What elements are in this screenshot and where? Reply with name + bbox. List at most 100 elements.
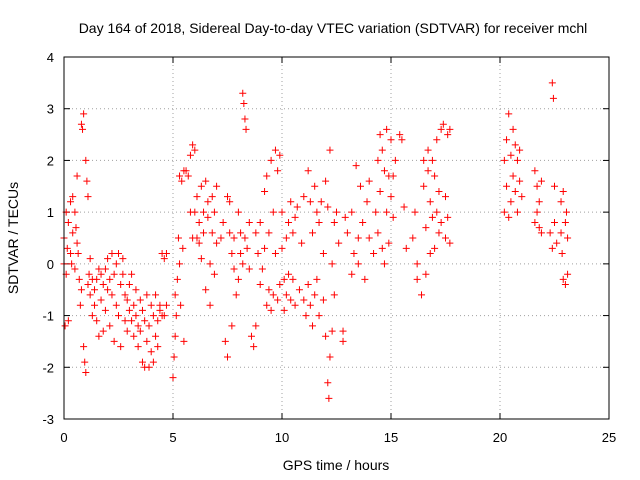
data-point bbox=[123, 327, 131, 335]
data-point bbox=[130, 332, 138, 340]
data-point bbox=[507, 198, 515, 206]
data-point bbox=[189, 141, 197, 149]
data-point bbox=[319, 296, 327, 304]
data-point bbox=[328, 260, 336, 268]
data-point bbox=[348, 270, 356, 278]
data-point bbox=[289, 275, 297, 283]
data-point bbox=[245, 218, 253, 226]
data-point bbox=[226, 229, 234, 237]
data-point bbox=[365, 234, 373, 242]
data-point bbox=[422, 224, 430, 232]
data-point bbox=[121, 291, 129, 299]
data-point bbox=[435, 229, 443, 237]
data-point bbox=[282, 291, 290, 299]
data-point bbox=[537, 177, 545, 185]
data-point bbox=[518, 193, 526, 201]
data-point bbox=[274, 167, 282, 175]
data-point bbox=[291, 213, 299, 221]
data-point bbox=[328, 327, 336, 335]
data-point bbox=[252, 229, 260, 237]
data-point bbox=[559, 275, 567, 283]
data-point bbox=[271, 250, 279, 258]
y-tick-label: -1 bbox=[42, 309, 54, 324]
data-point bbox=[73, 239, 81, 247]
data-point bbox=[507, 151, 515, 159]
data-point bbox=[559, 187, 567, 195]
data-point bbox=[82, 156, 90, 164]
data-point bbox=[413, 275, 421, 283]
data-point bbox=[128, 270, 136, 278]
data-point bbox=[300, 296, 308, 304]
data-point bbox=[85, 270, 93, 278]
data-point bbox=[306, 301, 314, 309]
y-tick-label: -3 bbox=[42, 412, 54, 427]
data-point bbox=[174, 234, 182, 242]
data-point bbox=[557, 229, 565, 237]
data-point bbox=[333, 208, 340, 216]
data-point bbox=[69, 193, 77, 201]
data-point bbox=[128, 317, 136, 325]
data-point bbox=[147, 348, 155, 356]
data-point bbox=[537, 229, 545, 237]
data-point bbox=[132, 286, 140, 294]
data-point bbox=[234, 275, 242, 283]
data-point bbox=[143, 337, 151, 345]
data-point bbox=[156, 306, 164, 314]
data-point bbox=[169, 374, 177, 382]
chart-title: Day 164 of 2018, Sidereal Day-to-day VTE… bbox=[79, 20, 588, 36]
data-point bbox=[149, 358, 157, 366]
data-point bbox=[213, 239, 221, 247]
data-point bbox=[93, 275, 101, 283]
x-tick-label: 5 bbox=[169, 430, 176, 445]
data-point bbox=[162, 301, 170, 309]
data-point bbox=[112, 260, 120, 268]
data-point bbox=[289, 229, 297, 237]
data-point bbox=[83, 177, 91, 185]
data-point bbox=[387, 136, 395, 144]
data-point bbox=[561, 281, 569, 289]
data-point bbox=[553, 239, 561, 247]
data-point bbox=[516, 146, 524, 154]
data-point bbox=[232, 291, 240, 299]
data-point bbox=[95, 265, 103, 273]
data-point bbox=[505, 213, 513, 221]
data-point bbox=[422, 270, 430, 278]
data-point bbox=[138, 306, 146, 314]
data-point bbox=[95, 332, 103, 340]
data-point bbox=[245, 265, 253, 273]
data-point bbox=[265, 229, 273, 237]
data-point bbox=[322, 332, 330, 340]
data-point bbox=[154, 343, 162, 351]
data-point bbox=[224, 353, 231, 361]
data-point bbox=[325, 394, 333, 402]
data-point bbox=[311, 182, 319, 190]
y-axis-label: SDTVAR / TECUs bbox=[5, 182, 21, 294]
data-point bbox=[444, 213, 452, 221]
data-point bbox=[324, 379, 332, 387]
data-point bbox=[134, 322, 142, 330]
data-point bbox=[558, 250, 566, 258]
data-point bbox=[551, 182, 558, 190]
data-point bbox=[170, 353, 178, 361]
data-point bbox=[108, 250, 116, 258]
data-point bbox=[511, 187, 519, 195]
data-point bbox=[533, 208, 541, 216]
data-point bbox=[276, 151, 284, 159]
data-point bbox=[104, 255, 112, 263]
data-point bbox=[282, 234, 290, 242]
grid-lines bbox=[64, 57, 609, 419]
data-point bbox=[200, 229, 208, 237]
data-point bbox=[564, 270, 572, 278]
axis-ticks: -3 -2 -1 0 1 2 3 4 0 5 10 15 20 25 bbox=[42, 50, 616, 445]
data-point bbox=[513, 156, 521, 164]
data-point bbox=[385, 239, 393, 247]
data-point bbox=[354, 260, 362, 268]
data-point bbox=[293, 203, 301, 211]
data-point bbox=[503, 136, 511, 144]
data-point bbox=[88, 312, 96, 320]
data-point bbox=[263, 301, 271, 309]
data-point bbox=[176, 260, 184, 268]
data-point bbox=[326, 353, 334, 361]
data-point bbox=[276, 281, 284, 289]
data-point bbox=[252, 322, 260, 330]
